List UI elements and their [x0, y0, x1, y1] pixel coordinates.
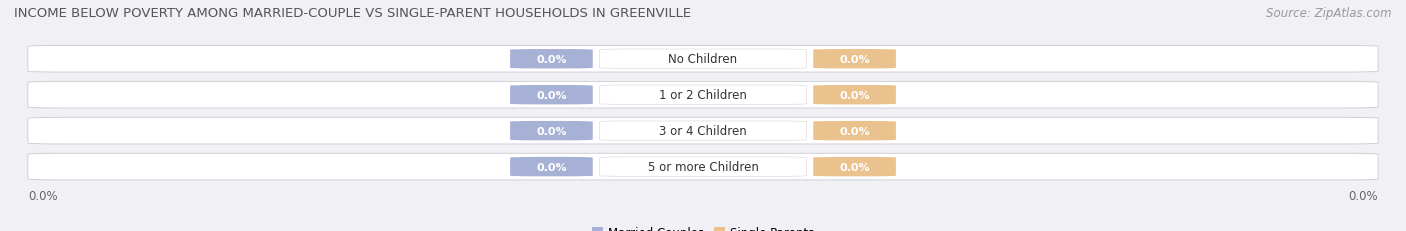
FancyBboxPatch shape: [28, 46, 1378, 73]
Text: 0.0%: 0.0%: [536, 90, 567, 100]
FancyBboxPatch shape: [28, 82, 1378, 109]
Text: 5 or more Children: 5 or more Children: [648, 160, 758, 173]
Legend: Married Couples, Single Parents: Married Couples, Single Parents: [586, 221, 820, 231]
FancyBboxPatch shape: [599, 86, 806, 105]
FancyBboxPatch shape: [510, 122, 593, 141]
Text: 0.0%: 0.0%: [839, 162, 870, 172]
Text: 0.0%: 0.0%: [839, 126, 870, 136]
FancyBboxPatch shape: [813, 50, 896, 69]
FancyBboxPatch shape: [599, 122, 806, 141]
FancyBboxPatch shape: [813, 122, 896, 141]
Text: 0.0%: 0.0%: [536, 126, 567, 136]
FancyBboxPatch shape: [813, 157, 896, 176]
FancyBboxPatch shape: [510, 50, 593, 69]
Text: Source: ZipAtlas.com: Source: ZipAtlas.com: [1267, 7, 1392, 20]
FancyBboxPatch shape: [599, 157, 806, 176]
FancyBboxPatch shape: [599, 50, 806, 69]
Text: 0.0%: 0.0%: [1348, 189, 1378, 202]
Text: 0.0%: 0.0%: [536, 162, 567, 172]
FancyBboxPatch shape: [813, 86, 896, 105]
Text: No Children: No Children: [668, 53, 738, 66]
FancyBboxPatch shape: [510, 157, 593, 176]
Text: 1 or 2 Children: 1 or 2 Children: [659, 89, 747, 102]
FancyBboxPatch shape: [510, 86, 593, 105]
Text: 0.0%: 0.0%: [536, 55, 567, 64]
FancyBboxPatch shape: [28, 154, 1378, 180]
Text: 0.0%: 0.0%: [839, 55, 870, 64]
Text: INCOME BELOW POVERTY AMONG MARRIED-COUPLE VS SINGLE-PARENT HOUSEHOLDS IN GREENVI: INCOME BELOW POVERTY AMONG MARRIED-COUPL…: [14, 7, 692, 20]
Text: 0.0%: 0.0%: [28, 189, 58, 202]
Text: 3 or 4 Children: 3 or 4 Children: [659, 125, 747, 138]
Text: 0.0%: 0.0%: [839, 90, 870, 100]
FancyBboxPatch shape: [28, 118, 1378, 144]
